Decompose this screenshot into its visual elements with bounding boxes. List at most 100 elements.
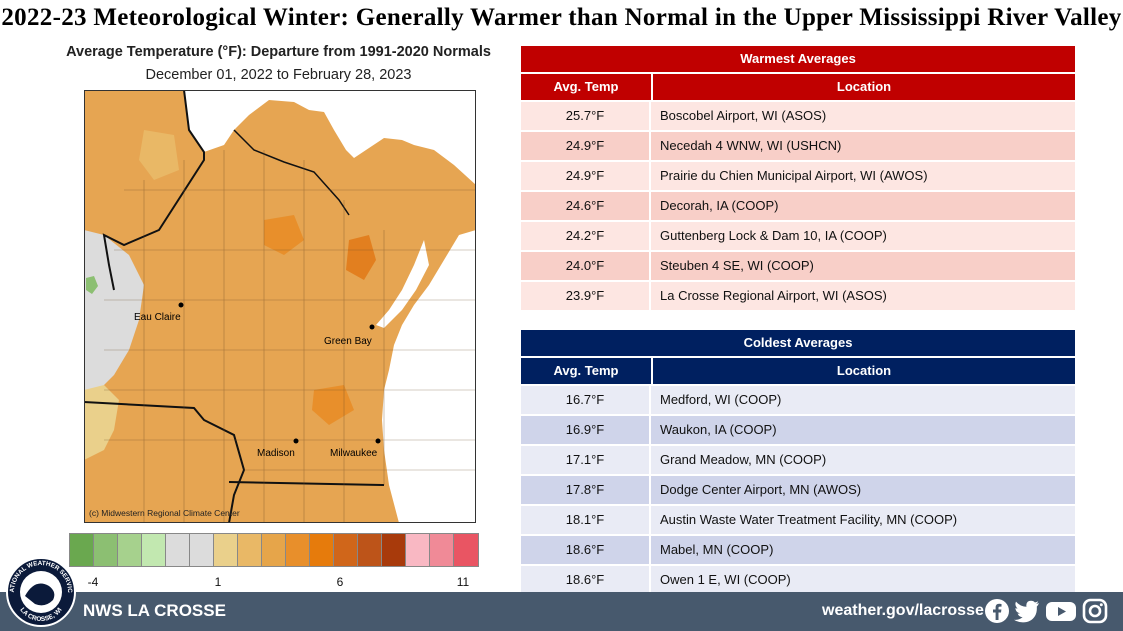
warmest-table: Warmest Averages Avg. Temp Location 25.7… xyxy=(521,46,1075,310)
location-cell: Grand Meadow, MN (COOP) xyxy=(660,452,827,467)
warmest-table-title: Warmest Averages xyxy=(521,46,1075,72)
legend-swatch xyxy=(310,534,334,566)
city-label-eau-claire: Eau Claire xyxy=(134,312,181,323)
legend-swatch xyxy=(142,534,166,566)
warmest-table-header: Avg. Temp Location xyxy=(521,72,1075,100)
location-cell: Boscobel Airport, WI (ASOS) xyxy=(660,108,827,123)
temp-cell: 17.8°F xyxy=(521,476,651,504)
map-credit: (c) Midwestern Regional Climate Center xyxy=(89,508,240,518)
legend-swatch xyxy=(334,534,358,566)
state-border xyxy=(228,481,385,486)
legend-label: 11 xyxy=(456,575,470,589)
temp-cell: 24.9°F xyxy=(521,162,651,190)
map-date-range: December 01, 2022 to February 28, 2023 xyxy=(145,67,412,83)
warmest-rows: 25.7°F Boscobel Airport, WI (ASOS) 24.9°F N… xyxy=(521,100,1075,310)
youtube-icon[interactable] xyxy=(1045,598,1077,624)
nws-logo-icon: NATIONAL WEATHER SERVICE LA CROSSE, WI xyxy=(5,556,76,627)
column-header-temp: Avg. Temp xyxy=(521,74,653,100)
page-title: 2022-23 Meteorological Winter: Generally… xyxy=(1,4,1122,31)
table-row: 16.9°F Waukon, IA (COOP) xyxy=(521,414,1075,444)
legend-swatch xyxy=(430,534,454,566)
city-dot-madison xyxy=(293,438,299,444)
twitter-icon[interactable] xyxy=(1013,598,1041,624)
footer-website-link[interactable]: weather.gov/lacrosse xyxy=(822,602,984,619)
legend-swatch xyxy=(94,534,118,566)
legend-swatch xyxy=(382,534,406,566)
green-spot xyxy=(86,276,98,294)
dark-patch xyxy=(312,385,354,425)
temp-cell: 23.9°F xyxy=(521,282,651,310)
column-header-location: Location xyxy=(836,79,892,94)
temp-cell: 16.7°F xyxy=(521,386,651,414)
table-row: 17.8°F Dodge Center Airport, MN (AWOS) xyxy=(521,474,1075,504)
temperature-departure-map: Eau Claire Green Bay Madison Milwaukee xyxy=(84,90,476,523)
legend-swatch xyxy=(454,534,478,566)
lake-superior xyxy=(84,90,476,185)
coldest-table: Coldest Averages Avg. Temp Location 16.7… xyxy=(521,330,1075,594)
table-row: 18.6°F Owen 1 E, WI (COOP) xyxy=(521,564,1075,594)
temp-cell: 24.6°F xyxy=(521,192,651,220)
legend-swatch xyxy=(214,534,238,566)
legend-swatch xyxy=(286,534,310,566)
legend-swatch xyxy=(190,534,214,566)
temp-cell: 24.9°F xyxy=(521,132,651,160)
legend-swatch xyxy=(406,534,430,566)
location-cell: Necedah 4 WNW, WI (USHCN) xyxy=(660,138,842,153)
footer-org-name: NWS LA CROSSE xyxy=(83,601,226,620)
location-cell: Prairie du Chien Municipal Airport, WI (… xyxy=(660,168,928,183)
location-cell: Dodge Center Airport, MN (AWOS) xyxy=(660,482,862,497)
table-row: 18.1°F Austin Waste Water Treatment Facil… xyxy=(521,504,1075,534)
state-border xyxy=(84,401,246,523)
footer-bar: NWS LA CROSSE weather.gov/lacrosse xyxy=(0,592,1123,631)
column-header-location: Location xyxy=(836,363,892,378)
light-patch xyxy=(139,130,179,180)
legend-label: 1 xyxy=(214,575,222,589)
legend-swatch xyxy=(358,534,382,566)
table-row: 24.9°F Prairie du Chien Municipal Airport… xyxy=(521,160,1075,190)
location-cell: Austin Waste Water Treatment Facility, M… xyxy=(660,512,958,527)
green-bay-water xyxy=(376,240,429,328)
table-row: 17.1°F Grand Meadow, MN (COOP) xyxy=(521,444,1075,474)
legend-swatch xyxy=(166,534,190,566)
legend-swatch xyxy=(262,534,286,566)
gray-region xyxy=(84,230,144,395)
legend-swatch xyxy=(118,534,142,566)
lake-michigan xyxy=(382,230,476,523)
temp-cell: 16.9°F xyxy=(521,416,651,444)
table-row: 24.9°F Necedah 4 WNW, WI (USHCN) xyxy=(521,130,1075,160)
legend-swatch xyxy=(70,534,94,566)
temp-cell: 18.1°F xyxy=(521,506,651,534)
table-row: 16.7°F Medford, WI (COOP) xyxy=(521,384,1075,414)
state-border xyxy=(102,90,205,291)
temp-cell: 25.7°F xyxy=(521,102,651,130)
legend-label: -4 xyxy=(87,575,99,589)
temp-cell: 17.1°F xyxy=(521,446,651,474)
coldest-table-title: Coldest Averages xyxy=(521,330,1075,356)
state-border xyxy=(233,129,350,216)
dark-patch xyxy=(346,235,376,280)
instagram-icon[interactable] xyxy=(1082,598,1108,624)
location-cell: Owen 1 E, WI (COOP) xyxy=(660,572,791,587)
coldest-rows: 16.7°F Medford, WI (COOP) 16.9°F Waukon, IA… xyxy=(521,384,1075,594)
city-dot-green-bay xyxy=(369,324,375,330)
location-cell: Decorah, IA (COOP) xyxy=(660,198,779,213)
location-cell: Waukon, IA (COOP) xyxy=(660,422,777,437)
facebook-icon[interactable] xyxy=(984,598,1010,624)
city-dot-milwaukee xyxy=(375,438,381,444)
column-header-temp: Avg. Temp xyxy=(521,358,653,384)
location-cell: Medford, WI (COOP) xyxy=(660,392,782,407)
location-cell: Mabel, MN (COOP) xyxy=(660,542,774,557)
map-panel: Average Temperature (°F): Departure from… xyxy=(56,44,501,592)
city-label-madison: Madison xyxy=(257,448,295,459)
location-cell: Guttenberg Lock & Dam 10, IA (COOP) xyxy=(660,228,887,243)
city-dot-eau-claire xyxy=(178,302,184,308)
location-cell: Steuben 4 SE, WI (COOP) xyxy=(660,258,814,273)
city-label-milwaukee: Milwaukee xyxy=(330,448,378,459)
temp-cell: 24.2°F xyxy=(521,222,651,250)
temp-cell: 18.6°F xyxy=(521,566,651,594)
map-title: Average Temperature (°F): Departure from… xyxy=(66,44,491,60)
table-row: 23.9°F La Crosse Regional Airport, WI (AS… xyxy=(521,280,1075,310)
legend-label: 6 xyxy=(336,575,344,589)
temp-cell: 18.6°F xyxy=(521,536,651,564)
table-row: 18.6°F Mabel, MN (COOP) xyxy=(521,534,1075,564)
